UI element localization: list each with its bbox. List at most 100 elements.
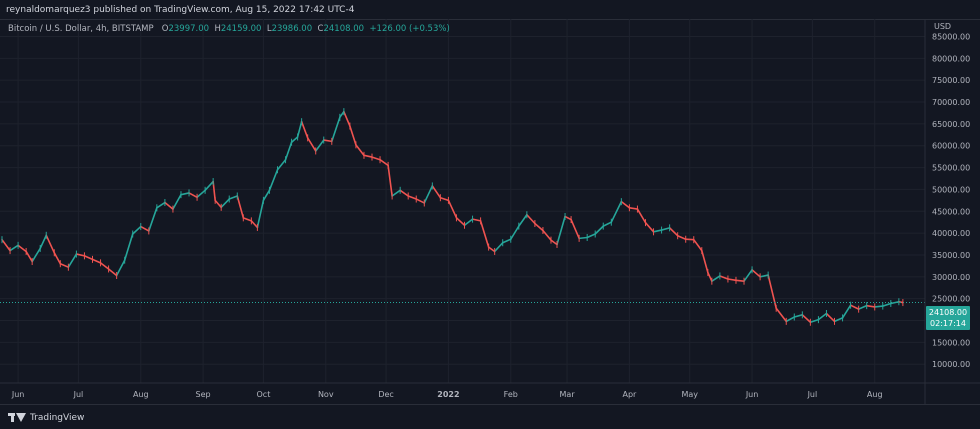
y-tick-label: 75000.00 [932,76,970,85]
y-tick-label: 30000.00 [932,273,970,282]
price-segment [188,192,198,199]
x-tick-label: May [681,390,698,399]
x-tick-label: Jul [807,390,818,399]
price-segment [314,139,325,152]
x-tick-label: Sep [196,390,211,399]
price-segment [322,139,333,143]
price-segment [296,120,303,138]
price-segment [107,268,118,277]
chart-frame [0,19,980,405]
symbol-name: Bitcoin / U.S. Dollar, 4h, BITSTAMP [8,24,154,34]
price-segment [123,233,134,262]
price-segment [439,196,450,202]
y-tick-label: 25000.00 [932,295,970,304]
price-segment [75,253,86,257]
price-segment [228,195,239,200]
time-axis[interactable]: Jun Jul Aug Sep Oct Nov Dec 2022 Feb Mar Apr May Jun… [11,390,883,399]
price-segment [355,144,365,157]
price-segment [676,234,687,241]
price-segment [550,239,558,246]
price-segment [881,302,892,307]
close-value: 24108.00 [323,24,365,34]
price-segment [534,222,544,232]
price-segment [17,244,27,253]
price-segment [785,316,796,323]
x-tick-label: Aug [133,390,149,399]
published-header: reynaldomarquez3 published on TradingVie… [0,0,980,20]
x-tick-label: Apr [622,390,637,399]
price-segment [873,305,884,308]
price-segment [849,304,860,310]
x-tick-label: 2022 [437,390,459,399]
price-segment [415,198,426,204]
price-segment [164,201,174,210]
price-segment [692,238,703,252]
price-segment [148,206,158,232]
price-segment [707,271,713,282]
price-segment [751,269,761,278]
x-tick-label: Nov [318,390,334,399]
x-tick-label: Dec [378,390,393,399]
footer: TradingView [8,410,84,426]
price-segment [793,314,804,318]
price-segment [735,279,745,282]
price-segment [363,154,373,158]
price-segment [45,234,56,254]
price-segment [841,304,852,319]
price-segment [743,269,753,282]
price-segment [628,206,639,210]
price-segment [139,225,150,232]
price-segment [407,195,418,200]
price-segment [276,158,287,171]
high-value: 24159.00 [220,24,262,34]
price-segment [594,225,605,235]
y-tick-label: 35000.00 [932,251,970,260]
x-tick-label: Feb [504,390,518,399]
price-segment [660,227,671,231]
price-segment [586,233,597,239]
price-segment [242,217,253,222]
open-value: 23997.00 [168,24,210,34]
currency-label: USD [934,22,951,31]
price-segment [196,189,206,199]
price-segment [115,259,126,277]
bar-countdown: 02:17:14 [930,319,966,328]
price-segment [306,137,317,152]
price-segment [156,201,166,209]
y-tick-label: 15000.00 [932,338,970,347]
price-segment [767,274,777,310]
price-segment [727,278,737,282]
price-segment [700,249,709,274]
price-segment [578,236,588,240]
price-segment [379,158,389,167]
price-segment [250,220,259,229]
y-tick-label: 45000.00 [932,207,970,216]
price-segment [9,244,19,252]
price-segment [387,164,393,197]
low-label: L [266,24,272,34]
x-tick-label: Jun [745,390,759,399]
price-segment [431,185,442,199]
y-tick-label: 70000.00 [932,98,970,107]
price-segment [487,246,496,253]
close-label: C [317,24,324,34]
x-tick-label: Jun [11,390,25,399]
y-tick-label: 50000.00 [932,185,970,194]
price-segment [300,120,309,139]
price-segment [759,274,769,278]
y-tick-label: 65000.00 [932,120,970,129]
price-segment [31,247,42,263]
price-segment [463,218,474,227]
low-value: 23986.00 [271,24,313,34]
price-segment [256,199,265,229]
price-segment [447,199,458,219]
price-segment [775,307,788,323]
price-segment [343,110,351,127]
price-series [0,108,925,326]
price-segment [817,312,828,321]
price-segment [809,318,820,324]
price-segment [620,200,631,209]
high-label: H [214,24,221,34]
price-segment [39,234,48,250]
